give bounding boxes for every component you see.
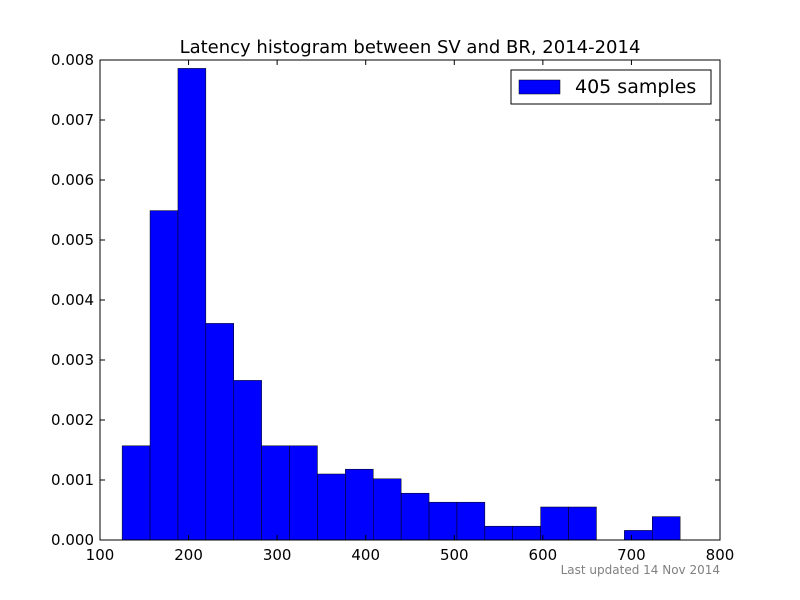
y-tick-label: 0.003 — [51, 351, 94, 369]
y-tick-label: 0.007 — [51, 111, 94, 129]
chart-title: Latency histogram between SV and BR, 201… — [180, 37, 641, 58]
histogram-bar — [456, 501, 486, 541]
histogram-bar — [261, 445, 290, 541]
x-tick-label: 100 — [86, 546, 115, 564]
y-axis: 0.000 0.001 0.002 0.003 0.004 0.005 0.006 0.007… — [51, 51, 720, 549]
histogram-bar — [233, 380, 262, 541]
x-tick-label: 300 — [263, 546, 292, 564]
histogram-bar — [345, 468, 374, 541]
y-tick-label: 0.005 — [51, 231, 94, 249]
y-tick-label: 0.002 — [51, 411, 94, 429]
y-tick-label: 0.006 — [51, 171, 94, 189]
histogram-bar — [121, 445, 151, 541]
y-tick-label: 0.000 — [51, 531, 94, 549]
histogram-bar — [205, 323, 234, 541]
x-tick-label: 200 — [174, 546, 203, 564]
histogram-bar — [400, 492, 430, 541]
bars-group — [121, 68, 681, 541]
last-updated-note: Last updated 14 Nov 2014 — [561, 563, 720, 577]
y-tick-label: 0.008 — [51, 51, 94, 69]
x-tick-label: 800 — [706, 546, 735, 564]
y-tick-label: 0.001 — [51, 471, 94, 489]
x-tick-label: 400 — [351, 546, 380, 564]
histogram-bar — [512, 525, 541, 541]
histogram-bar — [317, 473, 346, 541]
histogram-bar — [289, 445, 318, 541]
x-tick-label: 500 — [440, 546, 469, 564]
x-axis: 100 200 300 400 500 600 700 800 — [86, 60, 735, 564]
histogram-bar — [540, 506, 569, 541]
histogram-bar — [568, 506, 597, 541]
x-tick-label: 700 — [617, 546, 646, 564]
histogram-bar — [177, 68, 207, 541]
histogram-bar — [484, 525, 513, 541]
histogram-bar — [624, 530, 653, 541]
histogram-bar — [651, 516, 681, 541]
legend-swatch — [518, 79, 561, 95]
histogram-bar — [428, 501, 458, 541]
legend-box — [510, 69, 712, 105]
x-tick-label: 600 — [529, 546, 558, 564]
y-tick-label: 0.004 — [51, 291, 94, 309]
histogram-bar — [149, 210, 179, 541]
legend-label: 405 samples — [575, 76, 696, 98]
legend: 405 samples — [510, 69, 712, 105]
histogram-bar — [372, 478, 402, 541]
